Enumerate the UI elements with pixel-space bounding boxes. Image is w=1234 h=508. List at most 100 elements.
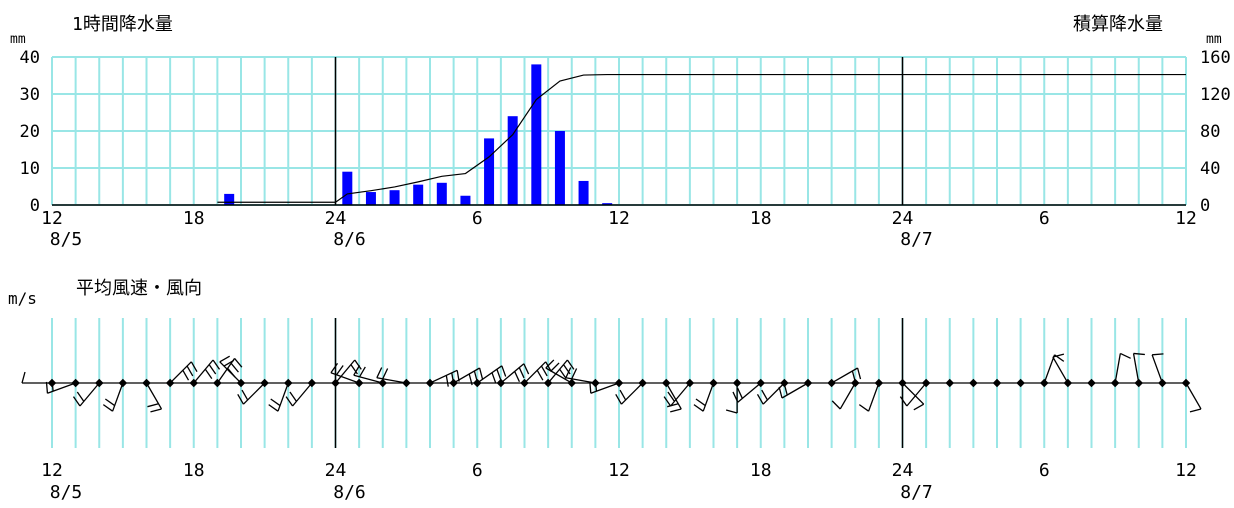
wind-shaft xyxy=(216,358,236,384)
wind-barb xyxy=(662,378,682,413)
x-tick-label: 6 xyxy=(1039,460,1050,481)
precip-bar xyxy=(554,131,565,205)
wind-station-dot xyxy=(874,378,884,388)
wind-feather xyxy=(186,365,194,377)
wind-station-dot xyxy=(213,378,222,388)
wind-shaft xyxy=(545,367,573,384)
wind-feather xyxy=(594,379,598,392)
wind-feather xyxy=(237,393,244,405)
wind-barb xyxy=(496,363,530,388)
wind-barb xyxy=(219,355,246,388)
wind-feather xyxy=(230,362,239,373)
wind-feather xyxy=(336,365,344,376)
wind-shaft xyxy=(1043,354,1056,384)
wind-feather xyxy=(104,398,116,407)
wind-barb xyxy=(1016,378,1025,388)
wind-shaft xyxy=(193,359,214,384)
wind-station-dot xyxy=(95,378,104,388)
wind-barb xyxy=(732,378,765,403)
wind-feather xyxy=(761,389,768,401)
wind-barb xyxy=(693,378,718,412)
wind-feather xyxy=(667,391,675,402)
wind-feather xyxy=(102,404,113,412)
x-tick-label: 12 xyxy=(41,460,63,481)
x-tick-label: 12 xyxy=(1175,208,1197,229)
x-tick-label: 12 xyxy=(41,208,63,229)
wind-feather xyxy=(150,408,162,413)
x-tick-label: 18 xyxy=(750,460,772,481)
wind-feather xyxy=(550,362,560,372)
wind-shaft xyxy=(781,382,809,399)
wind-shaft xyxy=(330,372,360,384)
wind-feather xyxy=(72,396,81,407)
wind-barb xyxy=(663,378,695,407)
wind-station-dot xyxy=(921,378,931,388)
wind-shaft xyxy=(524,361,547,384)
wind-feather xyxy=(330,363,339,374)
wind-barb xyxy=(1087,378,1096,388)
precip-ylabel-left: mm xyxy=(10,32,26,47)
wind-shaft xyxy=(1052,356,1069,384)
wind-shaft xyxy=(839,382,856,410)
wind-barb xyxy=(353,365,387,388)
wind-station-dot xyxy=(1110,378,1120,388)
wind-station-dot xyxy=(496,378,506,388)
wind-shaft xyxy=(335,359,356,384)
precip-bar xyxy=(365,192,376,205)
wind-station-dot xyxy=(709,378,718,388)
wind-feather xyxy=(670,408,682,413)
wind-feather xyxy=(478,367,484,380)
wind-feather xyxy=(858,404,869,412)
date-label: 8/7 xyxy=(900,482,933,503)
wind-station-dot xyxy=(1181,378,1191,388)
wind-barb xyxy=(831,378,860,410)
precip-bar xyxy=(224,193,235,205)
wind-feather xyxy=(737,387,743,399)
wind-barb xyxy=(1132,352,1145,388)
wind-feather xyxy=(663,396,672,407)
wind-feather xyxy=(204,368,213,379)
wind-barb xyxy=(1110,352,1131,388)
wind-feather xyxy=(353,365,361,376)
wind-barb xyxy=(165,361,198,388)
wind-barb xyxy=(285,378,317,407)
wind-shaft xyxy=(453,367,480,384)
wind-shaft xyxy=(145,382,163,410)
wind-shaft xyxy=(762,382,785,405)
wind-shaft xyxy=(702,382,715,412)
date-label: 8/5 xyxy=(50,482,83,503)
wind-feather xyxy=(514,371,521,383)
date-label: 8/5 xyxy=(50,229,83,250)
wind-feather xyxy=(732,391,739,403)
wind-shaft xyxy=(1185,382,1202,410)
precip-bar xyxy=(413,184,424,205)
wind-barb xyxy=(449,367,484,388)
precip-bar xyxy=(342,171,353,205)
wind-barb xyxy=(899,378,931,407)
wind-station-dot xyxy=(520,378,529,388)
wind-station-dot xyxy=(756,378,765,388)
wind-feather xyxy=(501,365,507,377)
precip-bar xyxy=(531,64,542,206)
wind-barb xyxy=(1052,353,1073,388)
wind-feather xyxy=(289,391,297,402)
wind-feather xyxy=(382,368,389,380)
precip-bars xyxy=(224,64,613,206)
wind-feather xyxy=(51,379,54,392)
wind-station-dot xyxy=(118,378,128,388)
precip-ylabel-right: mm xyxy=(1206,32,1222,47)
wind-feather xyxy=(619,389,627,401)
wind-shaft xyxy=(242,382,266,405)
wind-shaft xyxy=(902,382,925,405)
wind-station-dot xyxy=(1087,378,1096,388)
wind-barb xyxy=(1151,353,1167,388)
wind-barb xyxy=(858,378,884,412)
wind-station-dot xyxy=(992,378,1002,388)
wind-station-dot xyxy=(1158,378,1167,388)
wind-feather xyxy=(615,393,622,405)
precip-bar xyxy=(389,190,400,205)
x-tick-label: 18 xyxy=(750,208,772,229)
precip-bar xyxy=(436,182,447,205)
wind-barb xyxy=(589,378,624,394)
